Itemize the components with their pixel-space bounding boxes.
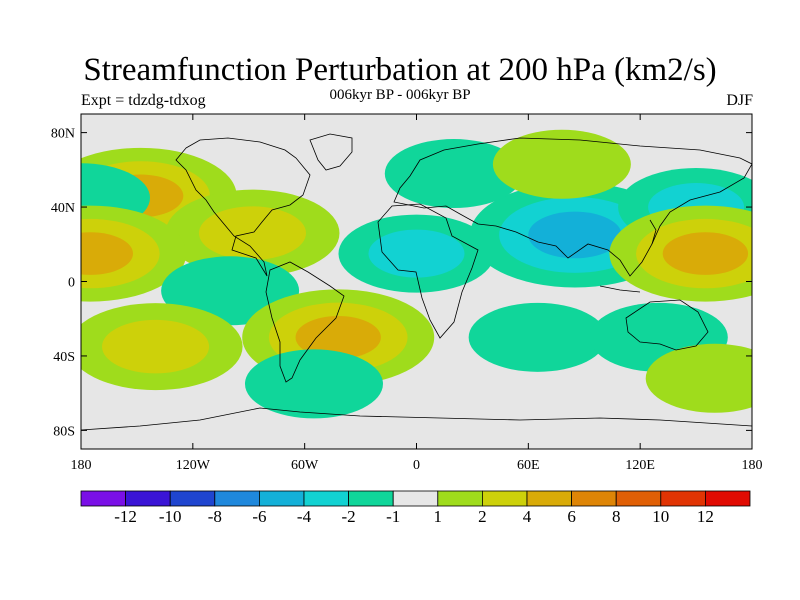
anomaly-5-level-2 — [528, 211, 622, 259]
y-tick-label-3: 40S — [53, 350, 75, 365]
x-tick-label-4: 60E — [517, 458, 540, 473]
colorbar-label-4: -4 — [297, 507, 312, 526]
x-tick-label-0: 180 — [71, 458, 92, 473]
anomaly-3 — [81, 205, 187, 302]
colorbar-label-13: 12 — [697, 507, 714, 526]
anomaly-9-level-2 — [662, 232, 749, 275]
anomaly-1 — [165, 189, 340, 277]
colorbar-label-11: 8 — [612, 507, 621, 526]
x-tick-label-1: 120W — [176, 458, 211, 473]
anomaly-15-level-0 — [645, 343, 752, 413]
anomaly-12 — [81, 303, 243, 391]
anomaly-12-level-1 — [102, 319, 210, 374]
colorbar-label-0: -12 — [114, 507, 137, 526]
anomaly-11-level-2 — [295, 316, 381, 359]
y-axis: 80N 40N 0 40S 80S — [51, 127, 752, 439]
colorbar-swatch-6 — [348, 490, 394, 507]
colorbar-swatch-7 — [392, 490, 439, 507]
y-tick-label-1: 40N — [51, 201, 75, 216]
colorbar-label-5: -2 — [342, 507, 356, 526]
anomaly-6 — [384, 139, 523, 209]
colorbar-swatch-8 — [437, 490, 483, 507]
colorbar-swatch-0 — [80, 490, 126, 507]
colorbar-swatch-13 — [660, 490, 706, 507]
x-tick-label-3: 0 — [413, 458, 420, 473]
colorbar-swatch-11 — [571, 490, 617, 507]
anomaly-7-level-0 — [492, 129, 631, 199]
colorbar-label-9: 4 — [523, 507, 532, 526]
anomaly-13-level-0 — [468, 302, 607, 372]
anomaly-16-level-0 — [244, 349, 383, 419]
colorbar-swatch-14 — [705, 490, 751, 507]
colorbar-swatch-1 — [125, 490, 171, 507]
anomaly-layer — [81, 129, 752, 419]
colorbar-swatch-10 — [526, 490, 572, 507]
colorbar-swatch-4 — [258, 490, 305, 507]
colorbar-label-12: 10 — [652, 507, 669, 526]
colorbar-swatch-9 — [481, 490, 528, 507]
x-tick-label-2: 60W — [291, 458, 319, 473]
colorbar: -12 -10 -8 -6 -4 -2 -1 1 2 4 6 8 10 12 — [80, 490, 751, 526]
anomaly-3-level-2 — [81, 232, 133, 275]
chart-subtitle: 006kyr BP - 006kyr BP — [329, 87, 471, 103]
anomaly-4-level-1 — [368, 229, 465, 278]
colorbar-label-8: 2 — [478, 507, 487, 526]
colorbar-label-2: -8 — [208, 507, 222, 526]
experiment-label: Expt = tdzdg-tdxog — [81, 92, 206, 109]
season-label: DJF — [726, 92, 753, 109]
x-tick-label-6: 180 — [742, 458, 763, 473]
y-tick-label-2: 0 — [68, 276, 75, 291]
anomaly-16 — [244, 349, 383, 419]
coastlines — [81, 133, 752, 431]
colorbar-swatch-12 — [615, 490, 662, 507]
colorbar-label-6: -1 — [386, 507, 400, 526]
colorbar-label-7: 1 — [434, 507, 443, 526]
chart-title: Streamfunction Perturbation at 200 hPa (… — [83, 52, 717, 88]
anomaly-1-level-1 — [198, 206, 307, 260]
colorbar-swatch-3 — [214, 490, 260, 507]
x-tick-label-5: 120E — [625, 458, 655, 473]
anomaly-15 — [645, 343, 752, 413]
x-axis: 180 120W 60W 0 60E 120E 180 — [71, 114, 763, 473]
y-tick-label-4: 80S — [53, 424, 75, 439]
colorbar-swatch-5 — [303, 490, 349, 507]
anomaly-9 — [609, 205, 752, 302]
colorbar-label-3: -6 — [252, 507, 266, 526]
anomaly-4 — [338, 214, 495, 293]
anomaly-7 — [492, 129, 631, 199]
colorbar-label-1: -10 — [159, 507, 182, 526]
colorbar-swatch-2 — [169, 490, 216, 507]
anomaly-6-level-0 — [384, 139, 523, 209]
colorbar-label-10: 6 — [567, 507, 576, 526]
anomaly-13 — [468, 302, 607, 372]
y-tick-label-0: 80N — [51, 127, 75, 142]
